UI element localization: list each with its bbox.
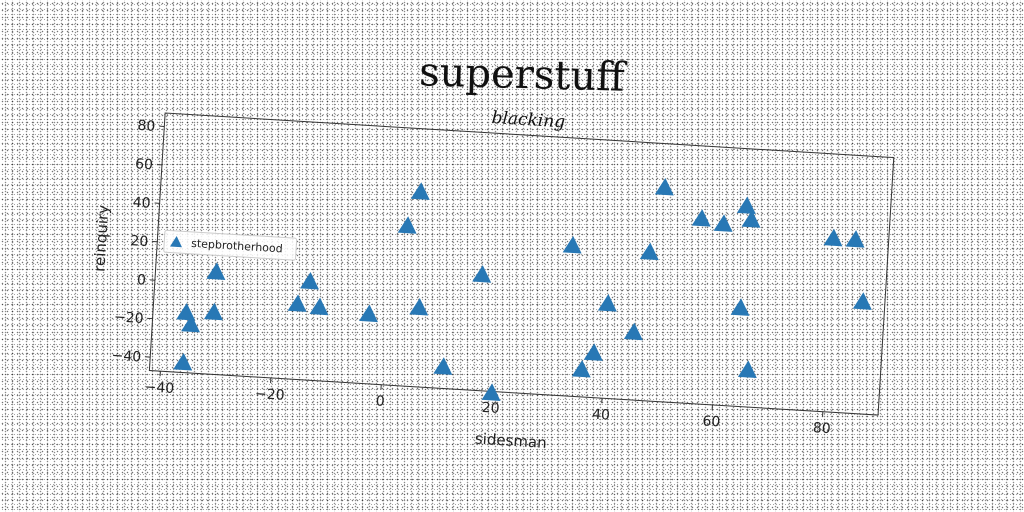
chart-subtitle: blacking bbox=[491, 108, 566, 132]
data-point-triangle bbox=[845, 230, 865, 248]
x-axis-label: sidesman bbox=[474, 430, 547, 452]
x-tick-label: 20 bbox=[481, 400, 500, 417]
data-point-triangle bbox=[736, 196, 756, 215]
x-tick-label: −40 bbox=[144, 379, 174, 397]
data-point-triangle bbox=[713, 214, 733, 232]
data-point-triangle bbox=[562, 235, 582, 254]
axis-ticks: −40 −20 0 20 40 60 80 −40 −20 0 20 40 60 80 bbox=[111, 118, 831, 437]
data-point-triangle bbox=[287, 294, 307, 312]
data-point-triangle bbox=[654, 177, 674, 196]
y-axis-label: reinquiry bbox=[90, 204, 112, 272]
data-point-triangle bbox=[410, 182, 430, 200]
data-point-triangle bbox=[730, 298, 750, 316]
plot-area bbox=[148, 112, 895, 416]
y-tick-label: 0 bbox=[136, 272, 146, 289]
data-point-triangle bbox=[409, 297, 429, 316]
x-tick-label: 0 bbox=[375, 393, 385, 410]
data-points bbox=[173, 177, 872, 401]
data-point-triangle bbox=[737, 360, 757, 379]
x-tick-label: 60 bbox=[702, 413, 721, 430]
legend-entry: stepbrotherhood bbox=[191, 237, 283, 256]
y-tick-label: −40 bbox=[111, 348, 141, 366]
data-point-triangle bbox=[823, 228, 843, 247]
plot-group: blacking −40 −20 0 20 40 60 80−40−20020406080 … bbox=[90, 108, 895, 452]
data-point-triangle bbox=[433, 357, 453, 375]
legend-marker-triangle bbox=[169, 235, 182, 248]
data-point-triangle bbox=[181, 314, 201, 333]
data-point-triangle bbox=[852, 292, 872, 310]
y-tick-label: 40 bbox=[132, 195, 151, 212]
data-point-triangle bbox=[639, 242, 659, 261]
data-point-triangle bbox=[176, 302, 196, 321]
data-point-triangle bbox=[206, 262, 226, 280]
data-point-triangle bbox=[397, 216, 417, 234]
data-point-triangle bbox=[300, 271, 320, 290]
legend-box bbox=[163, 229, 298, 261]
data-point-triangle bbox=[309, 297, 329, 316]
data-point-triangle bbox=[472, 265, 492, 283]
data-point-triangle bbox=[203, 302, 223, 321]
data-point-triangle bbox=[691, 209, 711, 227]
y-tick-label: 20 bbox=[130, 233, 149, 250]
x-tick-label: 40 bbox=[592, 407, 611, 424]
data-point-triangle bbox=[173, 352, 193, 371]
data-point-triangle bbox=[741, 210, 761, 228]
data-point-triangle bbox=[481, 383, 501, 401]
data-point-triangle bbox=[583, 343, 603, 361]
data-point-triangle bbox=[623, 322, 643, 341]
x-tick-label: −20 bbox=[255, 386, 285, 404]
data-point-triangle bbox=[358, 304, 378, 323]
legend: stepbrotherhood bbox=[163, 229, 298, 261]
data-point-triangle bbox=[597, 294, 617, 312]
data-point-triangle bbox=[571, 359, 591, 378]
x-tick-label: 80 bbox=[812, 420, 831, 437]
y-tick-label: 60 bbox=[135, 156, 154, 173]
y-tick-label: 80 bbox=[137, 118, 156, 135]
y-tick-label: −20 bbox=[114, 309, 144, 327]
